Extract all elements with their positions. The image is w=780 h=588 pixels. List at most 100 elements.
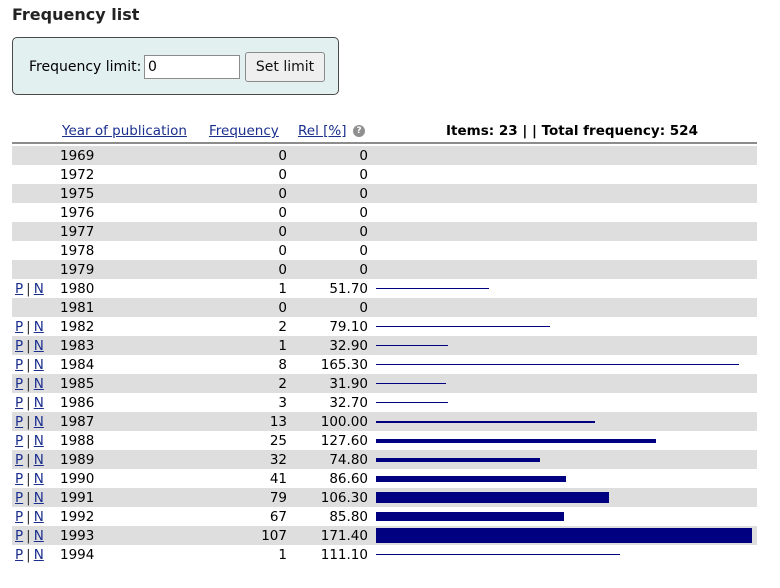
- frequency-cell: 67: [269, 509, 287, 525]
- frequency-cell: 79: [269, 490, 287, 506]
- negative-filter-link[interactable]: N: [33, 490, 44, 506]
- row-links: P | N: [15, 433, 44, 449]
- negative-filter-link[interactable]: N: [33, 471, 44, 487]
- positive-filter-link[interactable]: P: [15, 547, 24, 563]
- relative-column-header: Rel [%]: [298, 123, 346, 139]
- negative-filter-link[interactable]: N: [33, 509, 44, 525]
- frequency-bar: [376, 439, 656, 443]
- frequency-bar: [376, 476, 566, 482]
- table-row: P | N 1989 32 74.80: [12, 450, 757, 469]
- help-icon[interactable]: ?: [353, 125, 365, 137]
- row-links: P | N: [15, 319, 44, 335]
- year-cell: 1984: [60, 357, 95, 373]
- frequency-cell: 8: [278, 357, 287, 373]
- row-links: P | N: [15, 281, 44, 297]
- positive-filter-link[interactable]: P: [15, 528, 24, 544]
- link-separator: |: [26, 528, 31, 544]
- negative-filter-link[interactable]: N: [33, 414, 44, 430]
- header-divider: [12, 142, 757, 144]
- relative-cell: 32.70: [329, 395, 368, 411]
- table-row: P | N 1985 2 31.90: [12, 374, 757, 393]
- row-links: P | N: [15, 414, 44, 430]
- frequency-limit-panel: Frequency limit: Set limit: [12, 37, 339, 95]
- frequency-limit-label: Frequency limit:: [29, 59, 142, 75]
- positive-filter-link[interactable]: P: [15, 433, 24, 449]
- positive-filter-link[interactable]: P: [15, 414, 24, 430]
- frequency-bar: [376, 421, 595, 423]
- frequency-limit-input[interactable]: [144, 55, 240, 79]
- frequency-column-header: Frequency: [209, 123, 279, 139]
- link-separator: |: [26, 509, 31, 525]
- year-cell: 1969: [60, 148, 95, 164]
- sort-by-relative-link[interactable]: Rel [%]: [298, 123, 347, 139]
- frequency-cell: 0: [278, 243, 287, 259]
- frequency-bar: [376, 345, 448, 346]
- table-row: 1981 0 0: [12, 298, 757, 317]
- row-links: P | N: [15, 452, 44, 468]
- sort-by-year-link[interactable]: Year of publication: [62, 123, 187, 139]
- positive-filter-link[interactable]: P: [15, 452, 24, 468]
- negative-filter-link[interactable]: N: [33, 547, 44, 563]
- frequency-bar: [376, 402, 448, 403]
- negative-filter-link[interactable]: N: [33, 376, 44, 392]
- table-row: 1979 0 0: [12, 260, 757, 279]
- page-title: Frequency list: [12, 5, 140, 24]
- positive-filter-link[interactable]: P: [15, 490, 24, 506]
- relative-cell: 127.60: [320, 433, 368, 449]
- relative-cell: 171.40: [320, 528, 368, 544]
- frequency-bar: [376, 492, 609, 503]
- negative-filter-link[interactable]: N: [33, 319, 44, 335]
- relative-cell: 0: [359, 262, 368, 278]
- set-limit-button[interactable]: Set limit: [245, 52, 325, 82]
- link-separator: |: [26, 471, 31, 487]
- positive-filter-link[interactable]: P: [15, 281, 24, 297]
- table-row: P | N 1980 1 51.70: [12, 279, 757, 298]
- relative-cell: 106.30: [320, 490, 368, 506]
- link-separator: |: [26, 319, 31, 335]
- year-cell: 1985: [60, 376, 95, 392]
- positive-filter-link[interactable]: P: [15, 338, 24, 354]
- positive-filter-link[interactable]: P: [15, 509, 24, 525]
- frequency-cell: 1: [278, 281, 287, 297]
- link-separator: |: [26, 433, 31, 449]
- year-cell: 1977: [60, 224, 95, 240]
- positive-filter-link[interactable]: P: [15, 471, 24, 487]
- positive-filter-link[interactable]: P: [15, 357, 24, 373]
- relative-cell: 86.60: [329, 471, 368, 487]
- positive-filter-link[interactable]: P: [15, 376, 24, 392]
- negative-filter-link[interactable]: N: [33, 528, 44, 544]
- table-row: 1969 0 0: [12, 146, 757, 165]
- relative-cell: 0: [359, 224, 368, 240]
- relative-cell: 85.80: [329, 509, 368, 525]
- relative-cell: 31.90: [329, 376, 368, 392]
- negative-filter-link[interactable]: N: [33, 281, 44, 297]
- sort-by-frequency-link[interactable]: Frequency: [209, 123, 279, 139]
- frequency-cell: 1: [278, 338, 287, 354]
- negative-filter-link[interactable]: N: [33, 395, 44, 411]
- year-cell: 1994: [60, 547, 95, 563]
- table-row: 1977 0 0: [12, 222, 757, 241]
- year-cell: 1972: [60, 167, 95, 183]
- positive-filter-link[interactable]: P: [15, 319, 24, 335]
- negative-filter-link[interactable]: N: [33, 357, 44, 373]
- row-links: P | N: [15, 509, 44, 525]
- relative-cell: 100.00: [320, 414, 368, 430]
- link-separator: |: [26, 414, 31, 430]
- relative-cell: 165.30: [320, 357, 368, 373]
- positive-filter-link[interactable]: P: [15, 395, 24, 411]
- frequency-cell: 0: [278, 167, 287, 183]
- negative-filter-link[interactable]: N: [33, 338, 44, 354]
- frequency-bar: [376, 458, 540, 462]
- relative-cell: 32.90: [329, 338, 368, 354]
- row-links: P | N: [15, 357, 44, 373]
- row-links: P | N: [15, 338, 44, 354]
- year-cell: 1976: [60, 205, 95, 221]
- link-separator: |: [26, 452, 31, 468]
- negative-filter-link[interactable]: N: [33, 452, 44, 468]
- year-column-header: Year of publication: [62, 123, 187, 139]
- items-total-summary: Items: 23 | | Total frequency: 524: [446, 123, 698, 139]
- frequency-cell: 0: [278, 186, 287, 202]
- negative-filter-link[interactable]: N: [33, 433, 44, 449]
- table-row: P | N 1983 1 32.90: [12, 336, 757, 355]
- frequency-cell: 0: [278, 300, 287, 316]
